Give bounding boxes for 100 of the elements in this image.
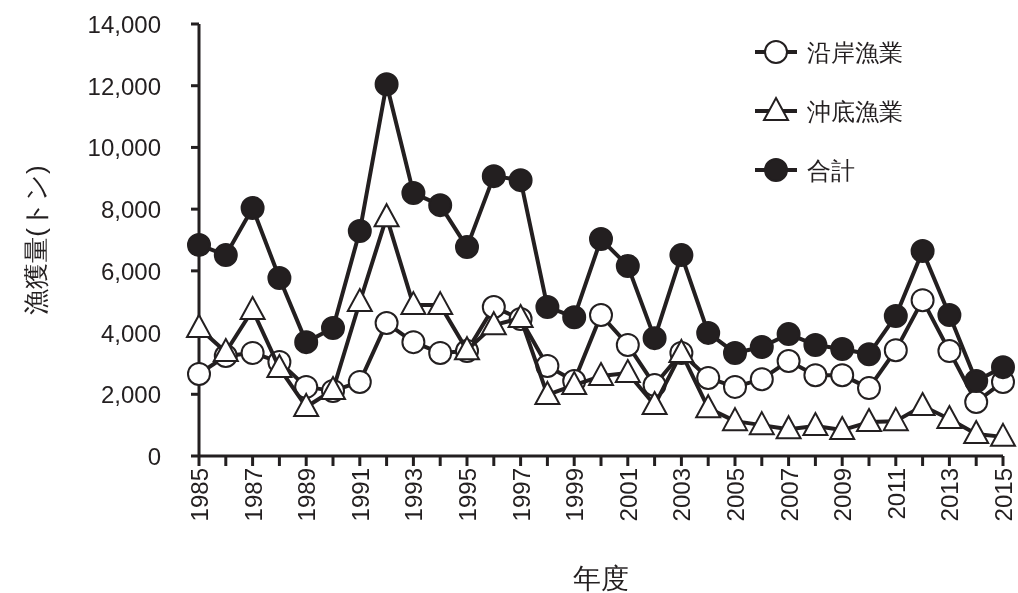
point	[480, 311, 507, 336]
point	[641, 391, 668, 416]
point	[857, 342, 881, 367]
point	[937, 302, 962, 327]
point	[830, 336, 855, 361]
x-tick-label: 2009	[829, 468, 857, 522]
x-axis-title: 年度	[573, 563, 629, 593]
point	[910, 288, 935, 313]
point	[990, 422, 1016, 447]
point	[240, 340, 265, 365]
y-tick-label: 14,000	[87, 11, 161, 38]
point	[346, 288, 373, 313]
point	[427, 291, 454, 316]
x-tick-label: 2001	[614, 468, 642, 522]
x-tick-label: 1989	[293, 468, 321, 522]
x-tick-label: 1999	[561, 468, 589, 522]
point	[615, 253, 640, 278]
point	[829, 416, 856, 441]
point	[615, 332, 640, 357]
point	[749, 335, 774, 360]
point	[830, 363, 855, 388]
point	[803, 363, 828, 388]
point	[401, 181, 426, 206]
legend-label: 合計	[807, 157, 855, 184]
point	[964, 369, 989, 394]
point	[374, 311, 399, 336]
point	[776, 348, 801, 373]
point	[213, 243, 238, 268]
point	[374, 72, 399, 97]
legend-label: 沖底漁業	[807, 98, 903, 125]
point	[347, 219, 372, 244]
point	[240, 195, 265, 220]
y-tick-label: 12,000	[87, 72, 161, 100]
point	[239, 296, 266, 321]
point	[696, 365, 721, 390]
point	[589, 227, 613, 252]
x-tick-label: 1987	[239, 468, 267, 522]
point	[373, 203, 400, 228]
point	[212, 338, 239, 363]
point	[882, 407, 909, 432]
point	[428, 193, 453, 218]
point	[883, 303, 908, 328]
x-tick-label: 2005	[722, 468, 749, 522]
point	[857, 376, 881, 401]
point	[748, 411, 775, 436]
point	[802, 412, 829, 437]
point	[856, 408, 882, 433]
point	[695, 394, 722, 419]
point	[723, 340, 747, 365]
x-tick-label: 2015	[990, 468, 1017, 522]
x-tick-label: 2003	[668, 468, 696, 522]
point	[562, 305, 587, 330]
point	[400, 291, 427, 316]
point	[723, 374, 747, 399]
x-tick-label: 1993	[400, 468, 428, 522]
point	[803, 332, 828, 357]
point	[455, 235, 479, 260]
x-tick-label: 2011	[882, 468, 910, 520]
point	[776, 322, 801, 347]
point	[589, 302, 613, 327]
point	[266, 354, 293, 379]
y-tick-label: 6,000	[100, 257, 161, 285]
point	[428, 340, 453, 365]
x-tick-label: 2013	[936, 468, 964, 522]
point	[534, 380, 561, 405]
point	[991, 355, 1015, 380]
point	[401, 330, 426, 355]
point	[775, 415, 802, 440]
point	[481, 164, 506, 189]
point	[186, 313, 212, 338]
y-axis-title: 漁獲量(トン)	[21, 165, 51, 315]
point	[749, 367, 774, 392]
point	[722, 407, 748, 432]
point	[535, 294, 560, 319]
x-tick-label: 1991	[346, 468, 374, 522]
point	[937, 339, 962, 364]
point	[187, 361, 211, 386]
y-tick-label: 4,000	[100, 319, 161, 347]
point	[347, 369, 372, 394]
x-tick-label: 1995	[454, 468, 481, 522]
point	[321, 315, 345, 340]
point	[187, 232, 211, 257]
y-tick-label: 8,000	[100, 196, 161, 224]
point	[294, 330, 319, 355]
point	[481, 294, 506, 319]
point	[696, 320, 721, 345]
point	[936, 404, 963, 429]
point	[669, 243, 694, 268]
point	[883, 338, 908, 363]
point	[293, 392, 320, 417]
point	[964, 390, 989, 414]
point	[963, 420, 990, 445]
y-tick-label: 0	[147, 443, 161, 470]
y-tick-label: 10,000	[87, 134, 161, 162]
point	[910, 239, 935, 264]
point	[614, 358, 641, 383]
point	[588, 362, 614, 387]
legend-label: 沿岸漁業	[807, 39, 903, 66]
x-tick-label: 2007	[775, 468, 803, 522]
x-tick-label: 1997	[507, 468, 535, 522]
